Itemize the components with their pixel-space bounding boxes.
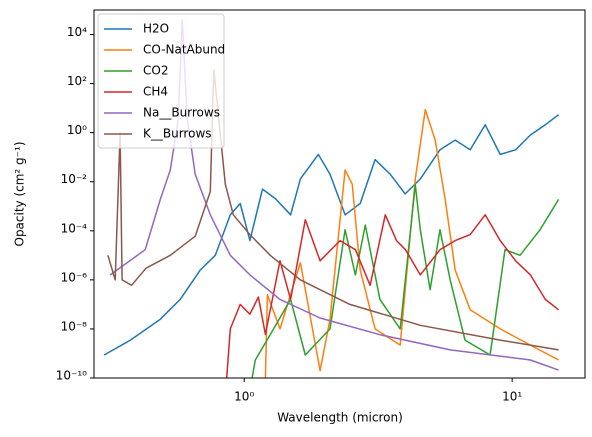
y-tick-label: 10²	[67, 74, 87, 88]
series-line	[109, 19, 559, 371]
legend-label: CO2	[143, 64, 168, 78]
plot-frame	[93, 9, 586, 379]
series-line	[251, 183, 560, 378]
x-tick-label: 10⁰	[234, 390, 254, 404]
y-tick-label: 10⁴	[67, 25, 87, 39]
x-tick-label: 10¹	[502, 390, 522, 404]
x-axis-label: Wavelength (micron)	[277, 411, 403, 425]
series-line	[103, 114, 560, 356]
legend-label: CO-NatAbund	[143, 43, 225, 57]
legend-label: Na__Burrows	[143, 106, 220, 120]
y-axis-label: Opacity (cm² g⁻¹)	[13, 141, 27, 246]
y-tick-label: 10⁻¹⁰	[56, 369, 87, 383]
y-tick-label: 10⁻⁸	[61, 319, 88, 333]
legend-label: CH4	[143, 85, 168, 99]
y-tick-label: 10⁻²	[61, 172, 88, 186]
series-line	[225, 214, 560, 378]
legend-label: H2O	[143, 22, 169, 36]
y-tick-label: 10⁻⁶	[61, 270, 88, 284]
y-tick-label: 10⁻⁴	[61, 221, 88, 235]
legend-label: K__Burrows	[143, 127, 212, 141]
y-tick-label: 10⁰	[67, 123, 87, 137]
legend-box	[97, 13, 225, 149]
